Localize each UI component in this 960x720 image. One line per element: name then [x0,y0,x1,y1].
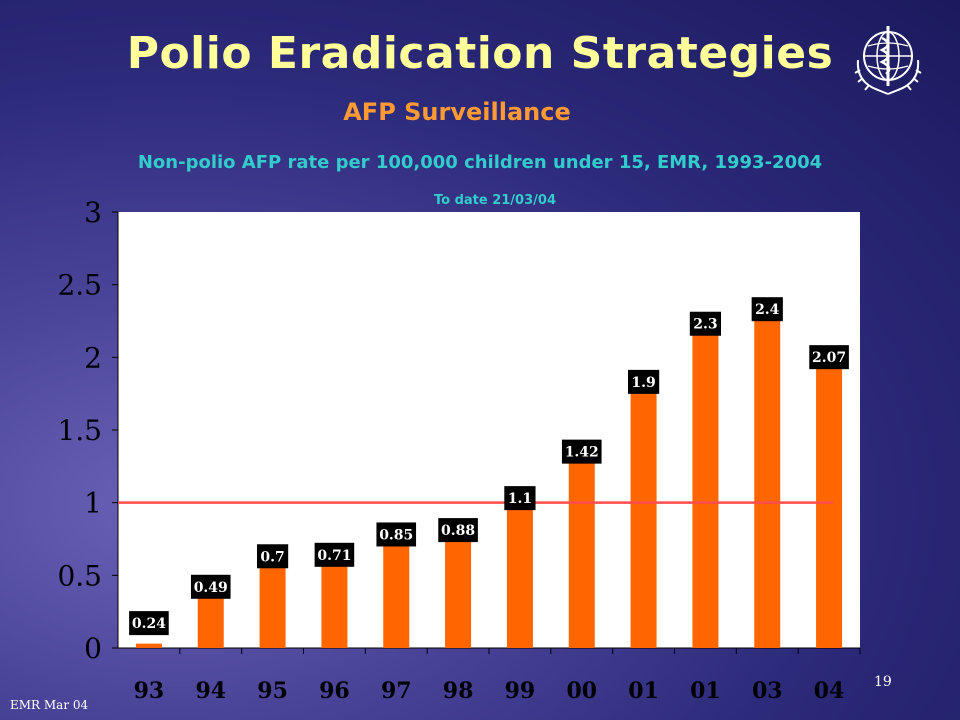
footer-text: EMR Mar 04 [10,698,89,712]
svg-text:1.1: 1.1 [508,491,532,507]
bar [506,488,533,648]
svg-text:0.24: 0.24 [132,616,166,632]
x-tick-label: 99 [505,678,536,704]
x-tick-label: 93 [134,678,165,704]
y-tick-label: 2 [84,341,102,374]
x-tick-label: 01 [628,678,659,704]
y-tick-label: 1.5 [57,414,102,447]
svg-text:2.4: 2.4 [755,302,780,318]
slide-subtitle: AFP Surveillance [343,98,571,126]
data-label: 1.9 [627,369,660,394]
plot-area [118,212,860,648]
svg-text:0.71: 0.71 [317,548,351,564]
svg-text:0.7: 0.7 [260,549,284,565]
x-tick-label: 98 [443,678,474,704]
bar [135,643,162,648]
data-label: 0.71 [314,542,355,567]
page-number: 19 [874,674,892,690]
x-tick-label: 00 [566,678,597,704]
y-tick-label: 0.5 [57,559,102,592]
svg-text:2.07: 2.07 [812,350,846,366]
bar [816,347,843,648]
data-label: 2.07 [809,345,849,370]
x-tick-label: 03 [752,678,783,704]
chart-title: Non-polio AFP rate per 100,000 children … [137,152,823,173]
y-tick-label: 3 [84,196,102,229]
bar [630,371,657,648]
svg-text:1.9: 1.9 [631,375,655,391]
data-label: 0.49 [190,574,231,599]
data-label: 1.42 [561,439,602,464]
data-label: 2.4 [751,297,783,322]
x-tick-label: 96 [319,678,350,704]
data-label: 0.85 [376,522,417,547]
data-label: 0.88 [438,518,478,543]
svg-text:0.49: 0.49 [194,580,228,596]
svg-text:0.88: 0.88 [441,523,475,539]
svg-text:1.42: 1.42 [565,445,599,461]
slide-title: Polio Eradication Strategies [126,28,834,79]
svg-text:0.85: 0.85 [379,527,413,543]
bar [568,441,595,648]
data-label: 0.24 [129,611,169,636]
x-tick-label: 01 [690,678,721,704]
data-label: 1.1 [504,486,536,511]
svg-text:2.3: 2.3 [693,317,717,333]
x-tick-label: 94 [195,678,226,704]
who-emblem-icon [854,26,922,95]
data-label: 2.3 [689,311,722,336]
y-tick-label: 2.5 [57,269,102,302]
data-label: 0.7 [256,544,289,569]
y-tick-label: 1 [84,487,102,520]
x-tick-label: 97 [381,678,412,704]
x-tick-label: 04 [814,678,845,704]
bar [754,299,781,648]
y-tick-label: 0 [84,632,102,665]
x-tick-label: 95 [257,678,288,704]
chart-date-note: To date 21/03/04 [433,193,556,208]
bar [692,313,719,648]
